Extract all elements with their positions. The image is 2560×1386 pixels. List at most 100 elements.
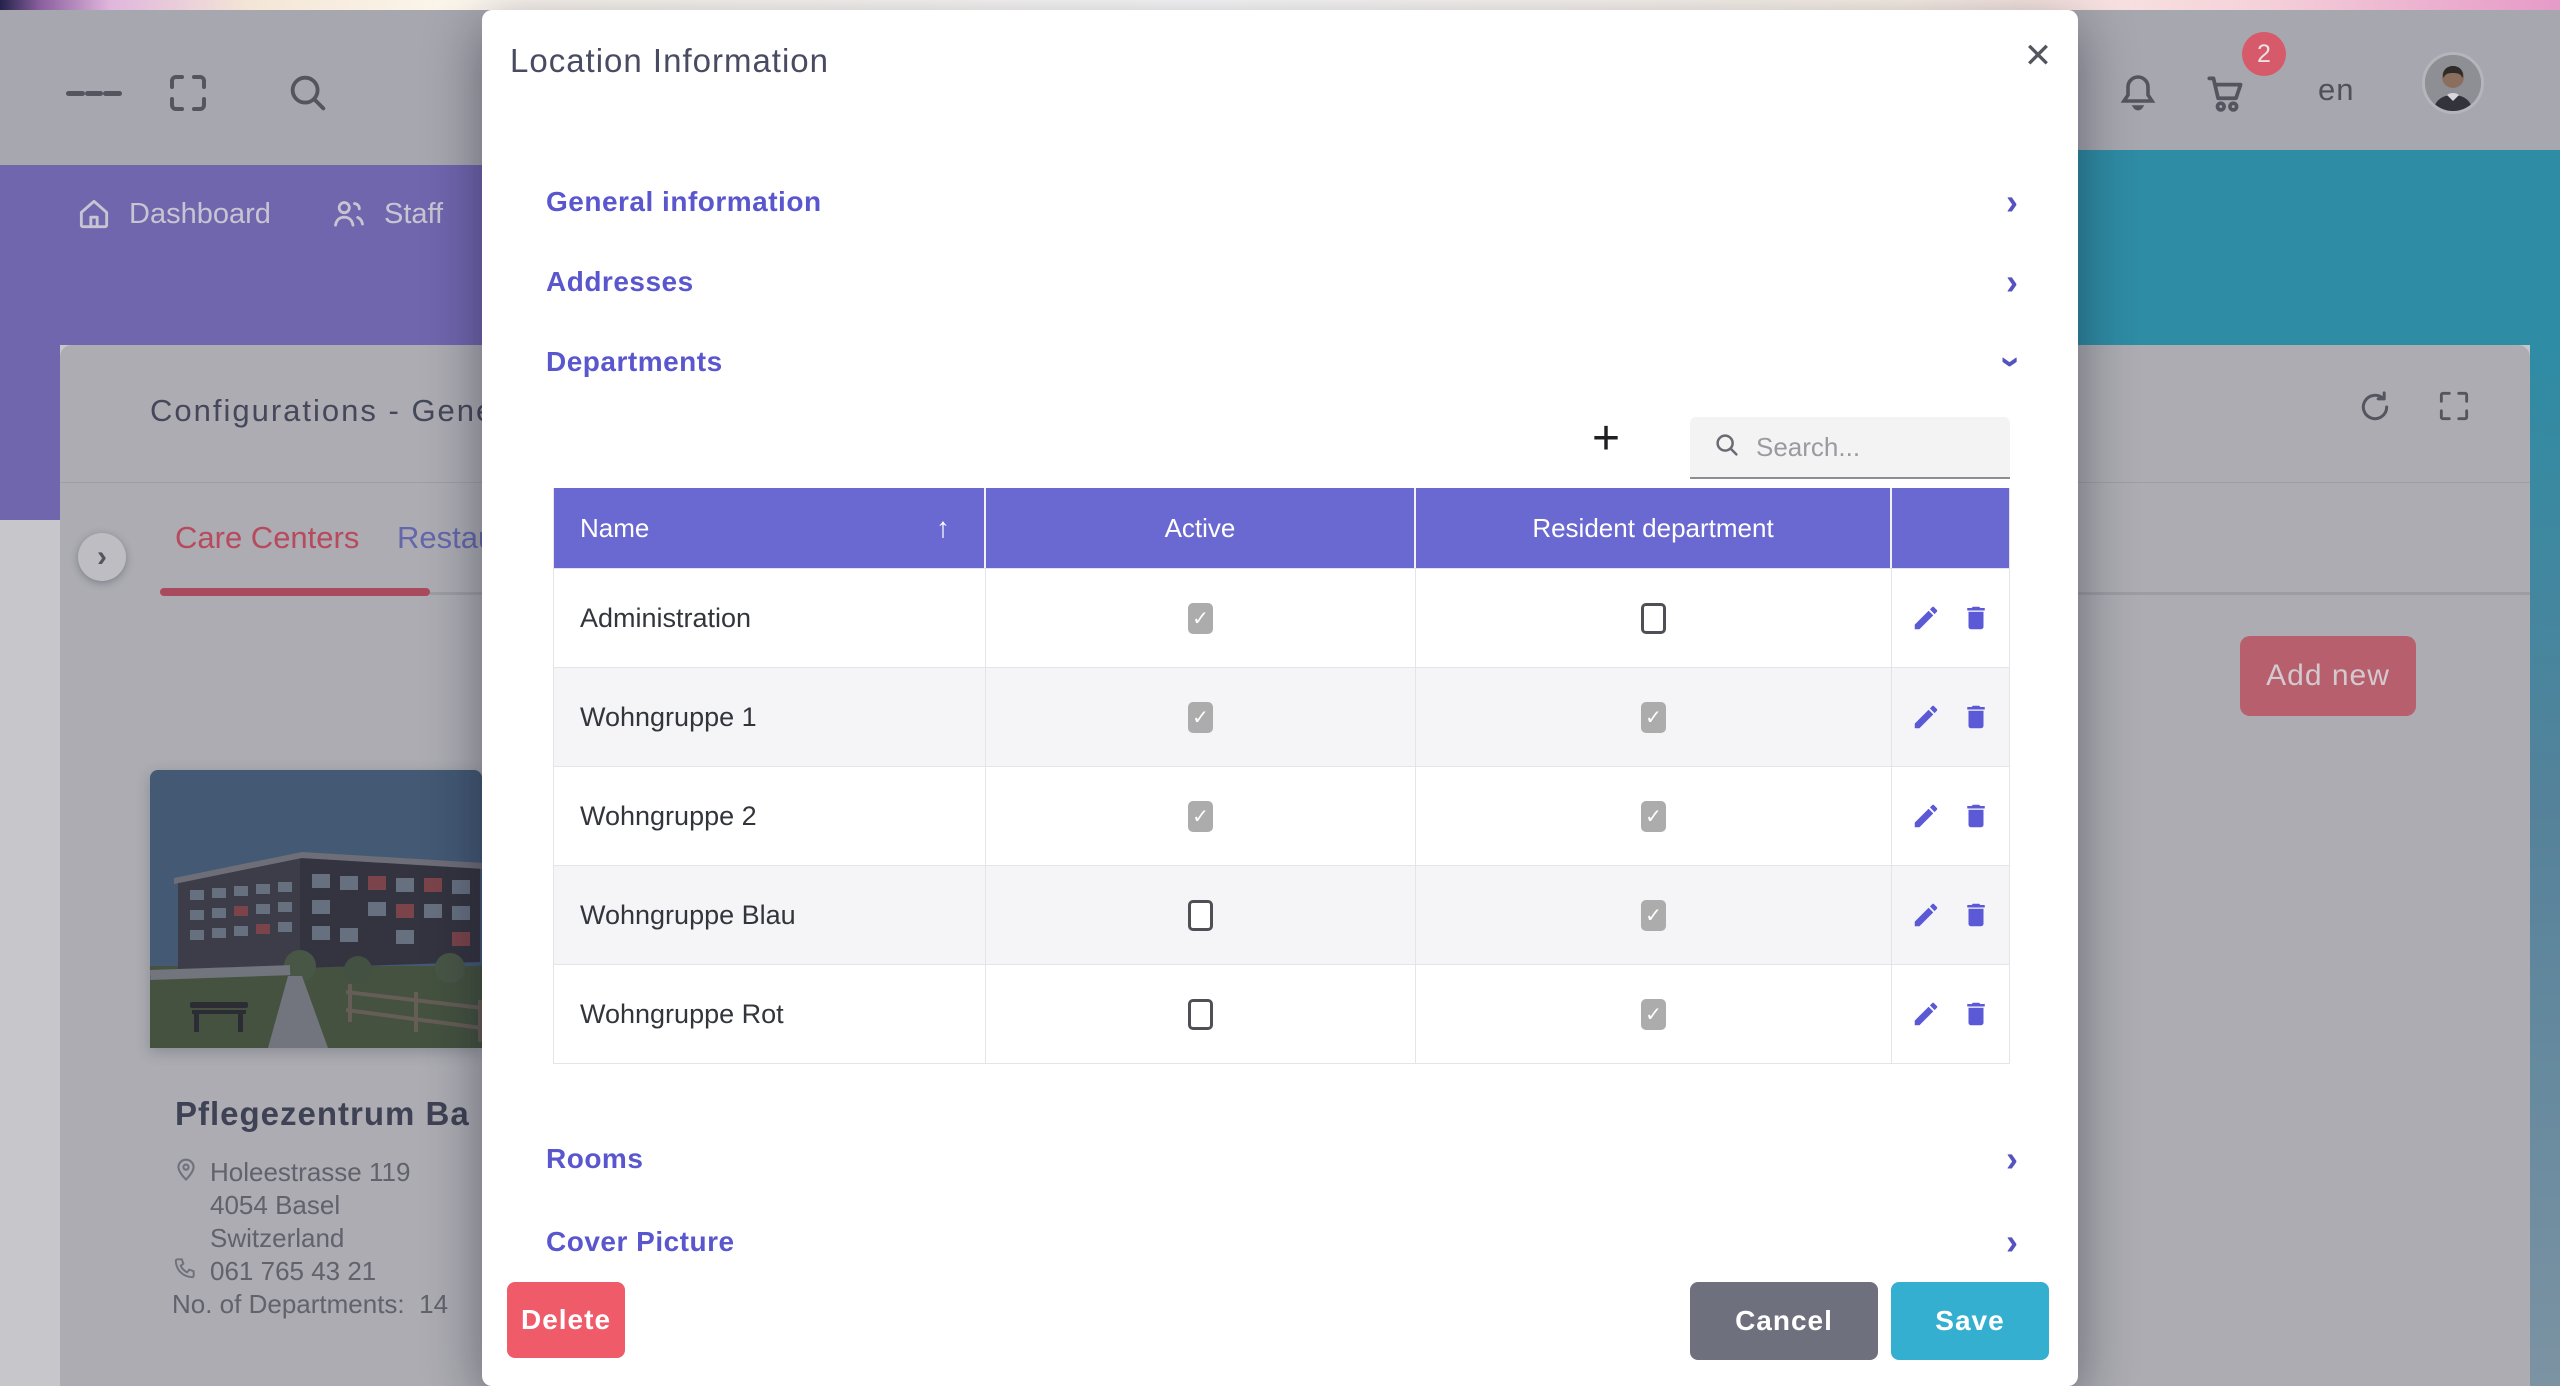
active-tab-underline: [160, 588, 430, 596]
location-pin-icon: [172, 1155, 200, 1188]
main-nav: [0, 165, 482, 345]
departments-count-label: No. of Departments:: [172, 1289, 405, 1319]
section-label: Addresses: [546, 266, 694, 297]
active-checkbox[interactable]: ✓: [1188, 998, 1213, 1030]
column-header-resident-department[interactable]: Resident department: [1416, 488, 1892, 568]
active-checkbox[interactable]: ✓: [1188, 602, 1213, 634]
expand-icon[interactable]: [2435, 387, 2473, 432]
department-name: Wohngruppe 1: [554, 668, 986, 766]
address-line-3: Switzerland: [210, 1223, 345, 1253]
phone-number: 061 765 43 21: [210, 1256, 377, 1286]
resident-checkbox[interactable]: ✓: [1641, 602, 1666, 634]
edit-pencil-icon[interactable]: [1911, 801, 1941, 831]
departments-count-value: 14: [419, 1289, 449, 1319]
phone-icon: [172, 1255, 198, 1286]
nav-item-label: Staff: [384, 197, 444, 230]
dialog-title: Location Information: [510, 42, 830, 79]
teal-background-top: [2078, 150, 2560, 345]
delete-trash-icon[interactable]: [1961, 999, 1991, 1029]
people-icon: [330, 195, 368, 233]
section-general-information[interactable]: General information ›: [546, 178, 2018, 226]
nav-item-label: Dashboard: [129, 197, 271, 230]
edit-pencil-icon[interactable]: [1911, 702, 1941, 732]
edit-pencil-icon[interactable]: [1911, 900, 1941, 930]
tab-care-centers[interactable]: Care Centers: [175, 520, 360, 555]
add-department-button[interactable]: +: [1591, 411, 1621, 465]
teal-background-right: [2530, 345, 2560, 1386]
chevron-right-icon: ›: [2006, 1221, 2018, 1262]
address-line-1: Holeestrasse 119: [210, 1157, 411, 1187]
section-addresses[interactable]: Addresses ›: [546, 258, 2018, 306]
delete-trash-icon[interactable]: [1961, 900, 1991, 930]
cart-badge: 2: [2242, 32, 2286, 76]
department-name: Wohngruppe Blau: [554, 866, 986, 964]
fullscreen-icon[interactable]: [160, 65, 216, 121]
menu-icon[interactable]: [66, 65, 123, 121]
sort-ascending-icon[interactable]: ↑: [936, 512, 950, 543]
chevron-right-icon: ›: [2006, 181, 2018, 222]
care-center-name: Pflegezentrum Ba: [175, 1095, 470, 1132]
add-new-button[interactable]: Add new: [2240, 636, 2416, 716]
section-label: Cover Picture: [546, 1226, 735, 1257]
save-button[interactable]: Save: [1891, 1282, 2049, 1360]
chevron-down-icon: ›: [1992, 356, 2033, 368]
department-name: Wohngruppe 2: [554, 767, 986, 865]
nav-item-staff[interactable]: Staff: [330, 195, 443, 233]
page-title: Configurations - Gener: [150, 393, 508, 428]
section-rooms[interactable]: Rooms ›: [546, 1135, 2018, 1183]
department-name: Wohngruppe Rot: [554, 965, 986, 1063]
search-input[interactable]: [1756, 431, 1986, 463]
notifications-bell-icon[interactable]: [2110, 65, 2166, 121]
section-departments[interactable]: Departments ›: [546, 338, 2033, 386]
edit-pencil-icon[interactable]: [1911, 999, 1941, 1029]
section-label: Rooms: [546, 1143, 644, 1174]
tab-restaurants[interactable]: Restau: [397, 520, 496, 555]
delete-trash-icon[interactable]: [1961, 702, 1991, 732]
delete-trash-icon[interactable]: [1961, 801, 1991, 831]
language-selector[interactable]: en: [2318, 72, 2355, 107]
cart-icon[interactable]: [2198, 65, 2254, 121]
avatar[interactable]: [2422, 52, 2484, 114]
search-icon[interactable]: [280, 65, 336, 121]
table-row: Wohngruppe Blau ✓ ✓: [554, 865, 2009, 964]
departments-table: Name ↑ Active Resident department Admini…: [553, 488, 2010, 1064]
resident-checkbox[interactable]: ✓: [1641, 800, 1666, 832]
column-header-name[interactable]: Name ↑: [554, 488, 986, 568]
departments-count-line: No. of Departments: 14: [172, 1289, 448, 1320]
resident-checkbox[interactable]: ✓: [1641, 998, 1666, 1030]
table-row: Wohngruppe 1 ✓ ✓: [554, 667, 2009, 766]
location-information-dialog: Location Information ✕ General informati…: [482, 10, 2078, 1386]
department-name: Administration: [554, 569, 986, 667]
active-checkbox[interactable]: ✓: [1188, 701, 1213, 733]
section-label: General information: [546, 186, 822, 217]
active-checkbox[interactable]: ✓: [1188, 899, 1213, 931]
resident-checkbox[interactable]: ✓: [1641, 701, 1666, 733]
active-checkbox[interactable]: ✓: [1188, 800, 1213, 832]
home-icon: [75, 195, 113, 233]
resident-checkbox[interactable]: ✓: [1641, 899, 1666, 931]
care-center-photo[interactable]: [150, 770, 482, 1048]
table-row: Administration ✓ ✓: [554, 568, 2009, 667]
nav-item-dashboard[interactable]: Dashboard: [75, 195, 271, 233]
close-icon[interactable]: ✕: [2023, 37, 2053, 75]
table-row: Wohngruppe 2 ✓ ✓: [554, 766, 2009, 865]
chevron-right-icon: ›: [97, 540, 107, 573]
search-icon: [1712, 430, 1742, 465]
nav-purple-backdrop: [0, 345, 60, 520]
table-row: Wohngruppe Rot ✓ ✓: [554, 964, 2009, 1063]
address-line-2: 4054 Basel: [210, 1190, 341, 1220]
column-header-active[interactable]: Active: [986, 488, 1416, 568]
table-header-row: Name ↑ Active Resident department: [554, 488, 2009, 568]
column-header-actions: [1892, 488, 2009, 568]
cancel-button[interactable]: Cancel: [1690, 1282, 1878, 1360]
delete-button[interactable]: Delete: [507, 1282, 625, 1358]
chevron-right-icon: ›: [2006, 261, 2018, 302]
section-cover-picture[interactable]: Cover Picture ›: [546, 1218, 2018, 1266]
chevron-right-icon: ›: [2006, 1138, 2018, 1179]
edit-pencil-icon[interactable]: [1911, 603, 1941, 633]
collapse-panel-button[interactable]: ›: [78, 533, 126, 581]
department-search: [1690, 417, 2010, 479]
delete-trash-icon[interactable]: [1961, 603, 1991, 633]
refresh-icon[interactable]: [2355, 387, 2395, 432]
